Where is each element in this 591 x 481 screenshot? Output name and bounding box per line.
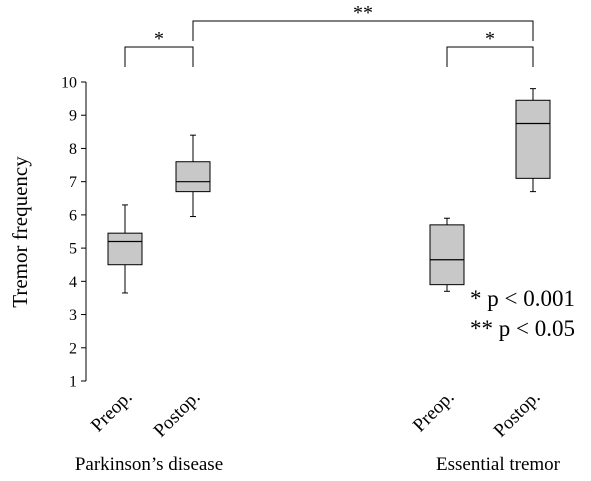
y-axis-title: Tremor frequency [8,156,32,308]
significance-bracket-3: * [446,28,534,67]
group-label-parkinsons: Parkinson’s disease [75,454,223,475]
significance-bracket-1: * [124,28,194,67]
category-label-4: Postop. [490,387,545,442]
legend-note-p001: * p < 0.001 [470,286,575,311]
y-tick-label-2: 2 [69,340,77,357]
boxes [107,88,551,294]
y-tick-label-9: 9 [69,108,77,125]
y-tick-label-10: 10 [61,75,77,92]
iqr-box [515,99,551,179]
iqr-box [429,224,465,286]
significance-label: * [154,28,164,50]
iqr-box [107,232,143,266]
y-tick-label-4: 4 [69,274,77,291]
box-3 [429,217,465,292]
category-labels: Preop. Postop. Preop. Postop. [87,387,545,442]
y-tick-label-8: 8 [69,141,77,158]
y-tick-label-1: 1 [69,374,77,391]
bracket-line [446,46,534,67]
y-tick-label-3: 3 [69,307,77,324]
significance-brackets: **** [124,2,534,67]
iqr-box [175,161,211,193]
y-tick-label-7: 7 [69,174,77,191]
y-tick-label-5: 5 [69,241,77,258]
bracket-line [124,46,194,67]
significance-label: * [485,28,495,50]
box-1 [107,204,143,294]
box-4 [515,88,551,193]
category-label-3: Preop. [409,387,459,437]
legend-note-p005: ** p < 0.05 [470,316,575,341]
category-label-2: Postop. [150,387,205,442]
category-label-1: Preop. [87,387,137,437]
y-tick-label-6: 6 [69,207,77,224]
significance-bracket-2: ** [192,2,534,41]
y-axis: 1 2 3 4 5 6 7 8 9 10 [61,75,87,391]
bracket-line [192,20,534,41]
significance-label: ** [353,2,373,24]
group-label-essential-tremor: Essential tremor [436,454,561,475]
box-2 [175,134,211,218]
